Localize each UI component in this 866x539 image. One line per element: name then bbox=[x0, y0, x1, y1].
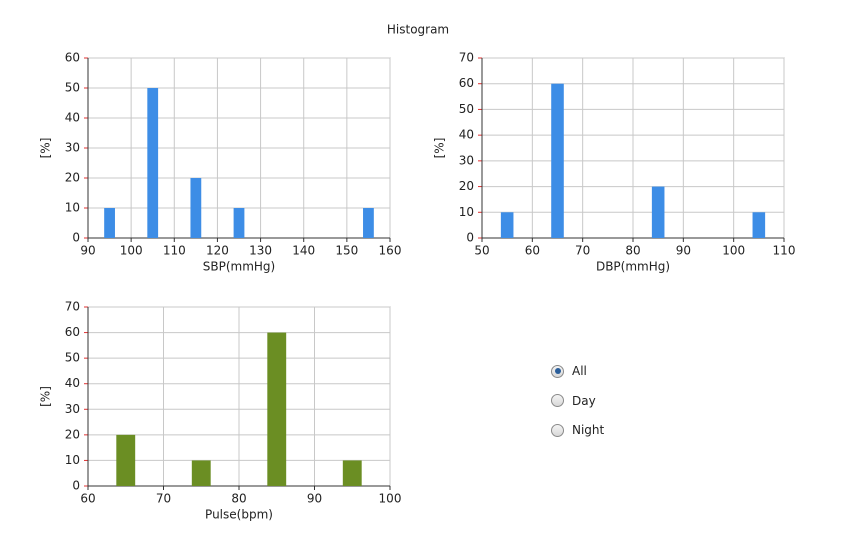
x-tick-label: 80 bbox=[625, 244, 640, 258]
radio-label[interactable]: Night bbox=[572, 423, 605, 437]
bar bbox=[267, 332, 287, 486]
x-tick-label: 70 bbox=[156, 492, 171, 506]
x-tick-label: 130 bbox=[249, 244, 272, 258]
y-tick-label: 40 bbox=[65, 376, 80, 390]
x-axis-label: Pulse(bpm) bbox=[205, 508, 273, 522]
y-tick-label: 0 bbox=[72, 231, 80, 245]
radio-button[interactable] bbox=[551, 423, 564, 437]
radio-button[interactable] bbox=[551, 394, 564, 407]
x-tick-label: 110 bbox=[773, 244, 796, 258]
bar bbox=[363, 208, 374, 238]
page-title: Histogram bbox=[387, 23, 449, 37]
y-tick-label: 60 bbox=[459, 76, 474, 90]
y-tick-label: 10 bbox=[65, 201, 80, 215]
x-tick-label: 100 bbox=[722, 244, 745, 258]
bar bbox=[551, 83, 564, 238]
radio-label[interactable]: All bbox=[572, 364, 587, 378]
y-tick-label: 50 bbox=[65, 351, 80, 365]
y-tick-label: 50 bbox=[459, 102, 474, 116]
x-tick-label: 140 bbox=[292, 244, 315, 258]
y-axis-label: [%] bbox=[39, 386, 53, 407]
bar bbox=[500, 212, 514, 238]
y-tick-label: 40 bbox=[65, 111, 80, 125]
x-tick-label: 60 bbox=[80, 492, 95, 506]
x-tick-label: 70 bbox=[575, 244, 590, 258]
y-tick-label: 30 bbox=[65, 141, 80, 155]
radio-option[interactable]: Day bbox=[551, 394, 596, 408]
y-tick-label: 40 bbox=[459, 128, 474, 142]
y-tick-label: 70 bbox=[459, 51, 474, 65]
radio-option[interactable]: All bbox=[551, 364, 587, 378]
y-tick-label: 30 bbox=[459, 153, 474, 167]
radio-button[interactable] bbox=[551, 364, 564, 378]
x-tick-label: 110 bbox=[163, 244, 186, 258]
x-tick-label: 100 bbox=[120, 244, 143, 258]
y-tick-label: 70 bbox=[65, 300, 80, 314]
x-tick-label: 90 bbox=[676, 244, 691, 258]
y-tick-label: 0 bbox=[466, 231, 474, 245]
x-tick-label: 100 bbox=[379, 492, 402, 506]
x-tick-label: 50 bbox=[474, 244, 489, 258]
x-tick-label: 160 bbox=[379, 244, 402, 258]
y-axis-label: [%] bbox=[39, 138, 53, 159]
y-tick-label: 10 bbox=[459, 205, 474, 219]
y-tick-label: 20 bbox=[459, 179, 474, 193]
y-tick-label: 10 bbox=[65, 453, 80, 467]
x-tick-label: 150 bbox=[335, 244, 358, 258]
x-tick-label: 60 bbox=[525, 244, 540, 258]
radio-label[interactable]: Day bbox=[572, 393, 596, 408]
bar bbox=[233, 208, 245, 238]
x-tick-label: 90 bbox=[80, 244, 95, 258]
y-tick-label: 60 bbox=[65, 325, 80, 339]
x-tick-label: 90 bbox=[307, 492, 322, 506]
bar bbox=[342, 460, 362, 486]
bar bbox=[116, 434, 136, 486]
y-axis-label: [%] bbox=[433, 138, 447, 159]
bar bbox=[147, 88, 159, 238]
y-tick-label: 0 bbox=[72, 479, 80, 493]
y-tick-label: 50 bbox=[65, 81, 80, 95]
x-tick-label: 120 bbox=[206, 244, 229, 258]
y-tick-label: 60 bbox=[65, 51, 80, 65]
y-tick-label: 20 bbox=[65, 427, 80, 441]
bar bbox=[190, 178, 202, 238]
x-axis-label: DBP(mmHg) bbox=[596, 260, 670, 274]
y-tick-label: 20 bbox=[65, 171, 80, 185]
bar bbox=[651, 186, 665, 238]
x-axis-label: SBP(mmHg) bbox=[203, 260, 275, 274]
bar bbox=[752, 212, 766, 238]
radio-option[interactable]: Night bbox=[551, 423, 604, 437]
x-tick-label: 80 bbox=[231, 492, 246, 506]
y-tick-label: 30 bbox=[65, 402, 80, 416]
bar bbox=[104, 208, 115, 238]
bar bbox=[191, 460, 211, 486]
